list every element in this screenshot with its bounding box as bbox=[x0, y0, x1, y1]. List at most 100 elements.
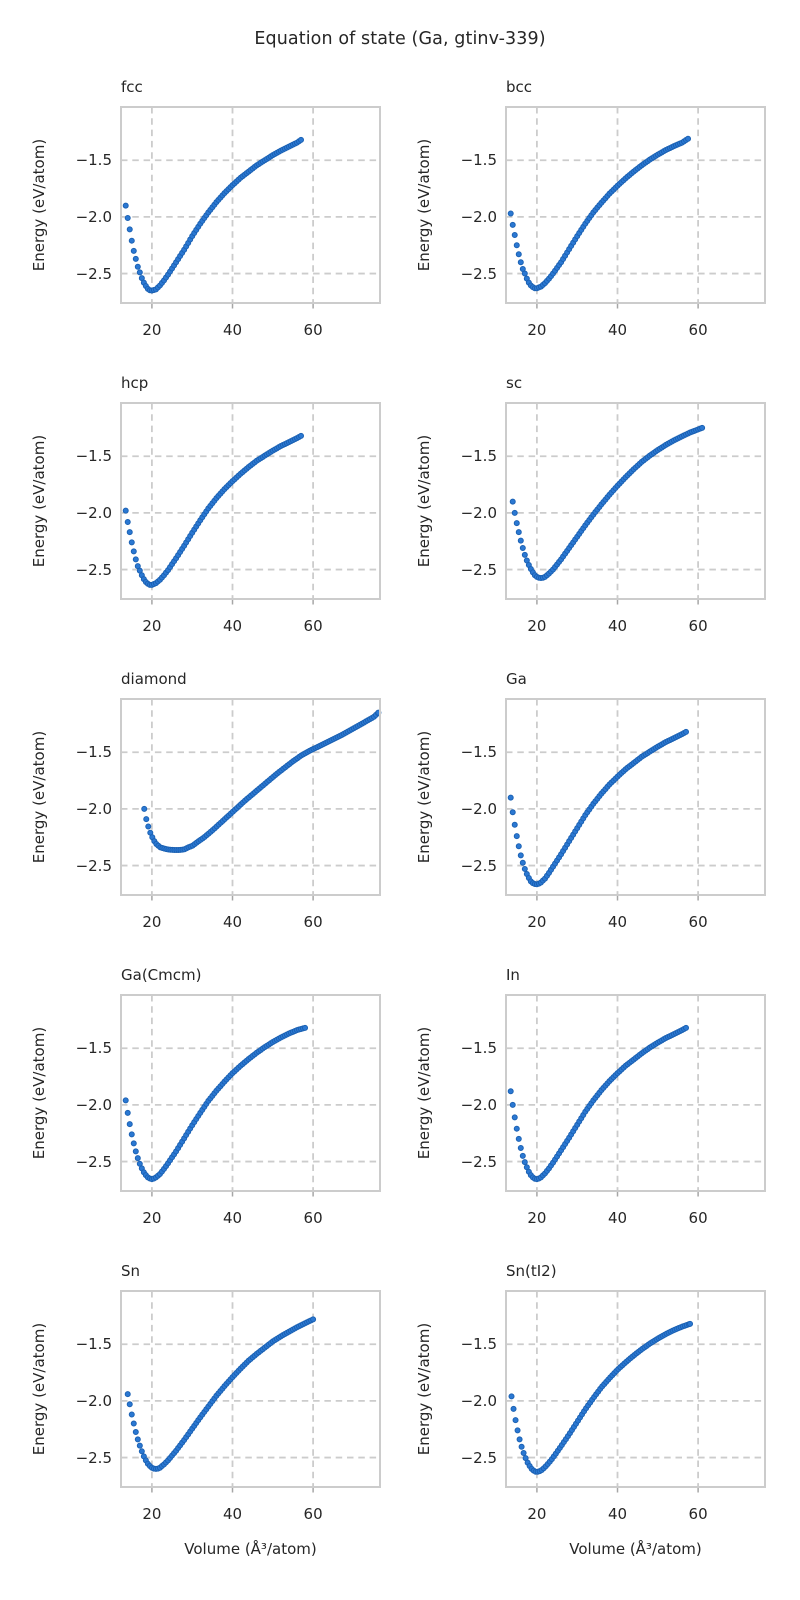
data-point bbox=[122, 507, 129, 514]
x-tick-label: 20 bbox=[142, 1505, 162, 1523]
y-tick-label: −1.5 bbox=[75, 1039, 112, 1058]
x-tick-label: 40 bbox=[222, 1209, 243, 1227]
data-point bbox=[509, 221, 516, 228]
x-tick-label: 40 bbox=[222, 617, 243, 635]
y-tick-label: −1.5 bbox=[460, 1039, 497, 1058]
x-tick-label: 20 bbox=[527, 913, 547, 931]
x-tick-label: 20 bbox=[142, 321, 162, 339]
x-tick-label: 20 bbox=[527, 321, 547, 339]
x-axis-label: Volume (Å³/atom) bbox=[569, 1540, 702, 1558]
x-tick-label: 40 bbox=[222, 913, 243, 931]
subplot-title: bcc bbox=[506, 78, 533, 96]
data-point bbox=[134, 1436, 141, 1443]
data-point bbox=[515, 843, 522, 850]
data-point bbox=[132, 1429, 139, 1436]
plot-area bbox=[120, 994, 381, 1197]
data-point bbox=[510, 1405, 517, 1412]
y-tick-label: −2.0 bbox=[75, 503, 112, 522]
subplot-in: In Energy (eV/atom) −1.5 −2.0 −2.5 20 40 60 bbox=[400, 959, 785, 1255]
plot-area bbox=[120, 698, 382, 901]
x-tick-label: 40 bbox=[222, 321, 243, 339]
x-tick-label: 20 bbox=[142, 617, 162, 635]
y-tick-label: −2.0 bbox=[460, 1095, 497, 1114]
subplot-title: Ga bbox=[506, 670, 527, 688]
y-tick-label: −1.5 bbox=[75, 151, 112, 170]
y-tick-label: −2.5 bbox=[75, 1152, 112, 1171]
x-tick-label: 40 bbox=[607, 617, 628, 635]
axes-frame bbox=[120, 698, 381, 896]
data-point bbox=[124, 1109, 131, 1116]
data-point bbox=[516, 1436, 523, 1443]
data-point bbox=[124, 1391, 131, 1398]
x-tick-label: 60 bbox=[688, 617, 708, 635]
data-point bbox=[519, 1152, 526, 1159]
axes-frame bbox=[505, 1290, 766, 1488]
axes-frame bbox=[120, 994, 381, 1192]
data-point bbox=[298, 432, 305, 439]
axes-frame bbox=[505, 106, 766, 304]
y-tick-label: −2.5 bbox=[75, 1448, 112, 1467]
plot-area bbox=[505, 106, 766, 309]
subplot-bcc: bcc Energy (eV/atom) −1.5 −2.0 −2.5 20 40 60 bbox=[400, 71, 785, 367]
y-tick-label: −2.0 bbox=[75, 1391, 112, 1410]
y-tick-label: −1.5 bbox=[460, 151, 497, 170]
data-point bbox=[138, 1448, 145, 1455]
data-point bbox=[507, 794, 514, 801]
data-point bbox=[141, 805, 148, 812]
data-point bbox=[122, 202, 129, 209]
subplot-title: Sn bbox=[121, 1262, 141, 1280]
y-tick-label: −2.5 bbox=[75, 264, 112, 283]
figure-title: Equation of state (Ga, gtinv-339) bbox=[254, 29, 546, 49]
x-tick-label: 60 bbox=[688, 321, 708, 339]
y-tick-label: −2.5 bbox=[460, 264, 497, 283]
y-tick-label: −2.0 bbox=[460, 207, 497, 226]
plot-area bbox=[120, 1290, 381, 1493]
data-point bbox=[130, 548, 137, 555]
plot-area bbox=[120, 402, 381, 605]
data-point bbox=[521, 551, 528, 558]
y-tick-label: −2.5 bbox=[460, 1448, 497, 1467]
subplot-title: diamond bbox=[121, 670, 187, 688]
data-point bbox=[124, 215, 131, 222]
data-point bbox=[511, 821, 518, 828]
axes-frame bbox=[505, 698, 766, 896]
plot-area bbox=[505, 698, 766, 901]
y-tick-label: −2.5 bbox=[460, 560, 497, 579]
y-tick-label: −2.5 bbox=[460, 1152, 497, 1171]
data-point bbox=[132, 1148, 139, 1155]
y-tick-label: −1.5 bbox=[460, 743, 497, 762]
data-point bbox=[507, 1088, 514, 1095]
data-point bbox=[515, 529, 522, 536]
y-tick-label: −1.5 bbox=[75, 447, 112, 466]
axes-frame bbox=[120, 402, 381, 600]
data-point bbox=[518, 1443, 525, 1450]
data-point bbox=[298, 136, 305, 143]
subplot-sn-ti2: Sn(tI2) Energy (eV/atom) −1.5 −2.0 −2.5 20 4… bbox=[400, 1255, 785, 1551]
y-tick-label: −2.5 bbox=[75, 856, 112, 875]
data-point bbox=[143, 816, 150, 823]
data-point bbox=[507, 210, 514, 217]
data-point bbox=[515, 251, 522, 258]
data-point bbox=[136, 269, 143, 276]
data-point bbox=[517, 537, 524, 544]
data-point bbox=[511, 509, 518, 516]
subplot-fcc: fcc Energy (eV/atom) −1.5 −2.0 −2.5 20 40 60 bbox=[15, 71, 400, 367]
x-tick-label: 60 bbox=[688, 1505, 708, 1523]
data-point bbox=[132, 556, 139, 563]
data-point bbox=[509, 1101, 516, 1108]
data-point bbox=[126, 226, 133, 233]
axes-frame bbox=[120, 1290, 381, 1488]
x-tick-label: 20 bbox=[142, 913, 162, 931]
y-tick-label: −1.5 bbox=[75, 1335, 112, 1354]
x-tick-label: 60 bbox=[303, 617, 323, 635]
subplot-sn: Sn Energy (eV/atom) −1.5 −2.0 −2.5 20 40 60 bbox=[15, 1255, 400, 1551]
subplot-ga-cmcm: Ga(Cmcm) Energy (eV/atom) −1.5 −2.0 −2.5 20… bbox=[15, 959, 400, 1255]
y-tick-label: −2.0 bbox=[75, 207, 112, 226]
data-point bbox=[134, 1155, 141, 1162]
x-tick-label: 40 bbox=[607, 913, 628, 931]
data-point bbox=[511, 232, 518, 239]
data-point bbox=[517, 852, 524, 859]
data-point bbox=[122, 1097, 129, 1104]
data-point bbox=[128, 1131, 135, 1138]
y-tick-label: −2.0 bbox=[75, 799, 112, 818]
